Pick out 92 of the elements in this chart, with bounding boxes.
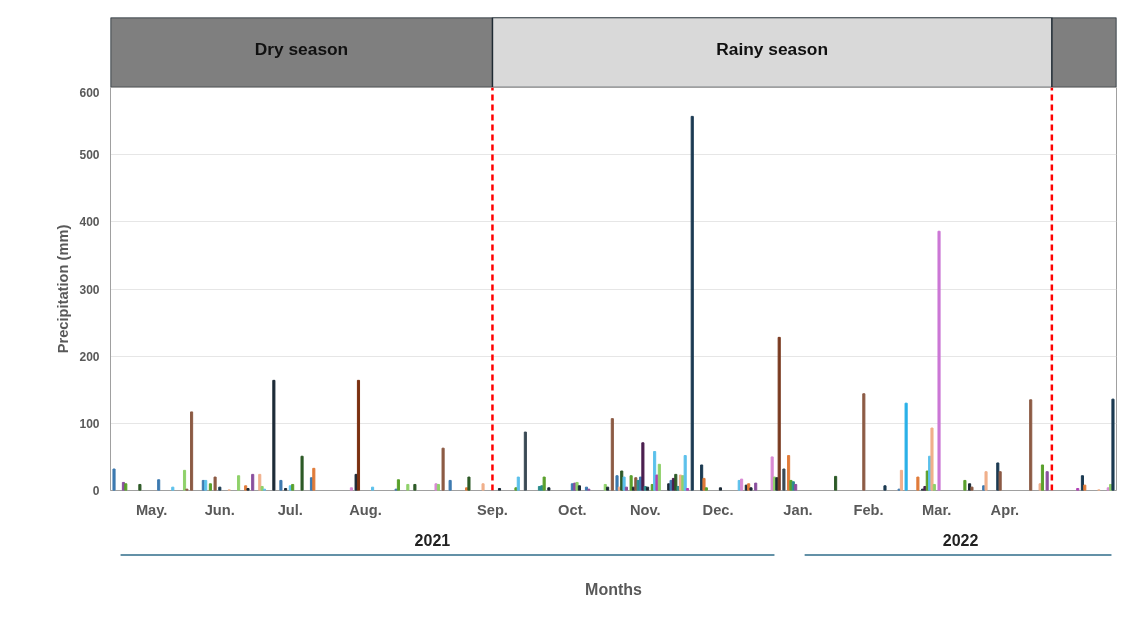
bar bbox=[690, 115, 694, 491]
bar bbox=[984, 471, 988, 491]
x-tick-label: Aug. bbox=[349, 501, 382, 518]
x-tick-label: Sep. bbox=[476, 501, 508, 518]
bar bbox=[577, 485, 581, 491]
bar bbox=[218, 486, 222, 491]
y-tick-label: 0 bbox=[92, 484, 100, 498]
bar bbox=[272, 379, 276, 491]
bar bbox=[467, 476, 471, 491]
bar bbox=[356, 379, 361, 491]
bar bbox=[676, 485, 680, 491]
bar bbox=[413, 483, 417, 491]
bar bbox=[354, 473, 358, 491]
x-tick-label: Jul. bbox=[277, 501, 303, 518]
bar bbox=[396, 479, 400, 491]
bar bbox=[1040, 464, 1045, 491]
text: Rainy season bbox=[716, 39, 829, 59]
bar bbox=[702, 477, 706, 491]
bar bbox=[1083, 484, 1087, 491]
bar bbox=[624, 486, 628, 491]
text: Dry season bbox=[254, 39, 349, 59]
bar bbox=[704, 487, 708, 491]
x-tick-label: Jun. bbox=[204, 501, 235, 518]
bar bbox=[1045, 471, 1049, 491]
bar bbox=[899, 469, 903, 491]
bar bbox=[349, 487, 353, 491]
bar bbox=[371, 486, 375, 491]
bar bbox=[441, 447, 445, 491]
bar bbox=[718, 487, 722, 491]
bar bbox=[312, 467, 316, 491]
bar bbox=[237, 475, 241, 491]
x-tick-label: Dec. bbox=[702, 501, 734, 518]
y-tick-label: 500 bbox=[79, 148, 100, 163]
bar bbox=[937, 230, 941, 491]
bar bbox=[406, 483, 410, 491]
x-tick-label: May. bbox=[135, 501, 168, 518]
bar bbox=[523, 431, 527, 491]
bar bbox=[138, 483, 142, 491]
bar bbox=[777, 336, 781, 491]
bar bbox=[547, 487, 551, 491]
bar bbox=[883, 485, 887, 491]
bar bbox=[754, 482, 758, 491]
y-tick-label: 300 bbox=[79, 282, 100, 297]
bar bbox=[112, 468, 116, 491]
bar bbox=[782, 468, 786, 491]
bar bbox=[916, 476, 920, 491]
bar bbox=[770, 456, 774, 491]
bar bbox=[862, 393, 866, 491]
bar bbox=[448, 479, 452, 491]
bar bbox=[655, 474, 659, 491]
bar bbox=[279, 479, 283, 491]
text: 2022 bbox=[942, 532, 979, 550]
bar bbox=[622, 476, 626, 491]
bar bbox=[998, 471, 1002, 491]
bar bbox=[1029, 399, 1033, 491]
y-tick-label: 100 bbox=[79, 416, 100, 431]
bar bbox=[683, 455, 687, 491]
bar bbox=[542, 476, 546, 491]
bar bbox=[834, 475, 838, 491]
bar bbox=[300, 455, 304, 491]
y-tick-label: 200 bbox=[79, 349, 100, 364]
bar bbox=[171, 486, 175, 491]
y-tick-label: 400 bbox=[79, 215, 100, 230]
bar bbox=[213, 476, 217, 491]
bar bbox=[930, 427, 934, 491]
bar bbox=[516, 476, 520, 491]
bar bbox=[610, 418, 614, 491]
bar bbox=[629, 475, 633, 491]
bar bbox=[1111, 398, 1115, 491]
x-tick-label: Oct. bbox=[558, 501, 587, 518]
bar bbox=[904, 402, 908, 491]
bar bbox=[749, 487, 753, 491]
x-tick-label: Jan. bbox=[783, 501, 813, 518]
bar bbox=[641, 442, 645, 491]
bar bbox=[251, 473, 255, 491]
text: Months bbox=[585, 581, 643, 598]
text: 2021 bbox=[414, 532, 451, 550]
x-tick-label: Apr. bbox=[990, 501, 1020, 518]
bar bbox=[208, 483, 212, 491]
bar bbox=[481, 483, 485, 491]
bar bbox=[657, 463, 661, 491]
bar bbox=[615, 475, 619, 491]
bar bbox=[932, 483, 936, 491]
x-tick-label: Feb. bbox=[853, 501, 884, 518]
x-tick-label: Nov. bbox=[629, 501, 661, 518]
bar bbox=[1038, 483, 1042, 491]
bar bbox=[963, 479, 967, 491]
y-tick-label: 600 bbox=[79, 85, 100, 100]
y-axis-title: Precipitation (mm) bbox=[55, 224, 72, 354]
bar bbox=[157, 479, 161, 491]
x-tick-label: Mar. bbox=[922, 501, 952, 518]
bar bbox=[182, 469, 187, 491]
